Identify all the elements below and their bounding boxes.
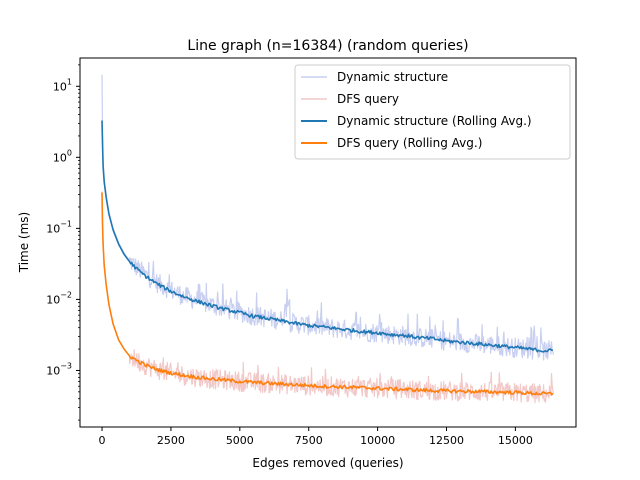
legend-box bbox=[294, 64, 571, 160]
legend: Dynamic structure DFS query Dynamic struct… bbox=[294, 64, 571, 160]
y-tick-label: 100 bbox=[53, 148, 72, 164]
x-tick-label: 10000 bbox=[360, 434, 395, 447]
x-tick-label: 0 bbox=[99, 434, 106, 447]
x-axis: 0 2500 5000 7500 10000 12500 15000 bbox=[99, 427, 533, 447]
y-axis: 10−3 10−2 10−1 100 101 bbox=[46, 64, 80, 421]
x-tick-label: 12500 bbox=[429, 434, 464, 447]
x-axis-label: Edges removed (queries) bbox=[252, 456, 403, 470]
series-line-4 bbox=[101, 192, 554, 396]
y-tick-label: 10−2 bbox=[46, 290, 72, 306]
x-tick-label: 2500 bbox=[157, 434, 185, 447]
chart-title: Line graph (n=16384) (random queries) bbox=[187, 38, 468, 54]
axes-frame bbox=[79, 57, 577, 428]
legend-label: Dynamic structure bbox=[337, 70, 448, 84]
plot-area bbox=[79, 57, 577, 428]
y-tick-label: 10−3 bbox=[46, 361, 72, 377]
legend-label: DFS query (Rolling Avg.) bbox=[337, 136, 482, 150]
x-tick-label: 7500 bbox=[295, 434, 323, 447]
x-tick-label: 5000 bbox=[226, 434, 254, 447]
legend-label: DFS query bbox=[337, 92, 399, 106]
y-axis-label: Time (ms) bbox=[17, 212, 31, 274]
y-tick-label: 10−1 bbox=[46, 219, 72, 235]
x-tick-label: 15000 bbox=[498, 434, 533, 447]
series-line-3 bbox=[101, 120, 554, 353]
y-tick-label: 101 bbox=[53, 77, 72, 93]
series-layer bbox=[101, 74, 555, 404]
legend-label: Dynamic structure (Rolling Avg.) bbox=[337, 114, 532, 128]
